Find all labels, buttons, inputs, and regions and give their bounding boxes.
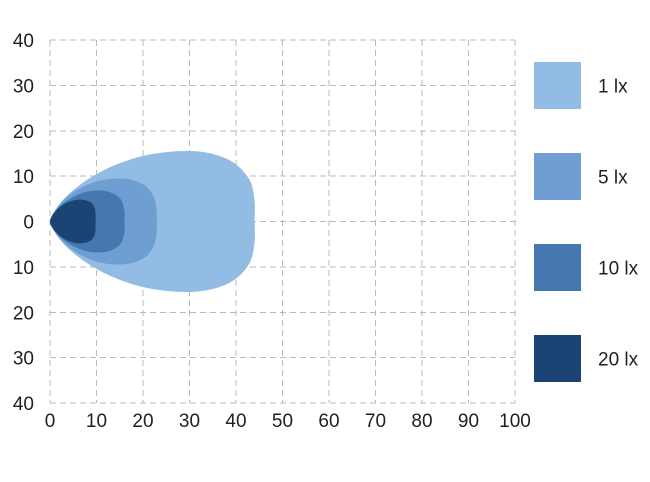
gridlines	[49, 39, 516, 404]
legend-swatch	[534, 244, 581, 291]
beam-contour-20-lx	[50, 199, 96, 244]
y-tick-label: 40	[13, 394, 34, 415]
legend-item: 1 lx	[534, 62, 628, 109]
y-tick-label: 20	[13, 122, 34, 143]
legend-swatch	[534, 62, 581, 109]
beam-contours	[50, 150, 255, 293]
legend-swatch	[534, 153, 581, 200]
y-tick-label: 30	[13, 349, 34, 370]
x-tick-label: 20	[132, 411, 153, 432]
x-tick-label: 70	[365, 411, 386, 432]
y-axis-tick-labels: 40 30 20 10 0 10 20 30 40	[13, 31, 34, 415]
x-tick-label: 60	[318, 411, 339, 432]
x-tick-label: 40	[225, 411, 246, 432]
y-tick-label: 10	[13, 167, 34, 188]
legend-label: 10 lx	[598, 259, 639, 280]
y-tick-label: 10	[13, 258, 34, 279]
y-tick-label: 30	[13, 76, 34, 97]
legend-item: 5 lx	[534, 153, 628, 200]
x-tick-label: 100	[499, 411, 531, 432]
x-tick-label: 0	[45, 411, 56, 432]
y-tick-label: 0	[23, 213, 34, 234]
y-tick-label: 20	[13, 303, 34, 324]
legend-label: 20 lx	[598, 350, 639, 371]
legend-item: 10 lx	[534, 244, 639, 291]
legend-item: 20 lx	[534, 335, 639, 382]
legend-label: 1 lx	[598, 77, 628, 98]
x-tick-label: 80	[411, 411, 432, 432]
x-tick-label: 50	[272, 411, 293, 432]
x-tick-label: 10	[86, 411, 107, 432]
x-tick-label: 90	[458, 411, 479, 432]
legend-label: 5 lx	[598, 168, 628, 189]
x-tick-label: 30	[179, 411, 200, 432]
legend: 1 lx 5 lx 10 lx 20 lx	[534, 62, 639, 382]
legend-swatch	[534, 335, 581, 382]
y-tick-label: 40	[13, 31, 34, 52]
x-axis-tick-labels: 0 10 20 30 40 50 60 70 80 90 100	[45, 411, 531, 432]
